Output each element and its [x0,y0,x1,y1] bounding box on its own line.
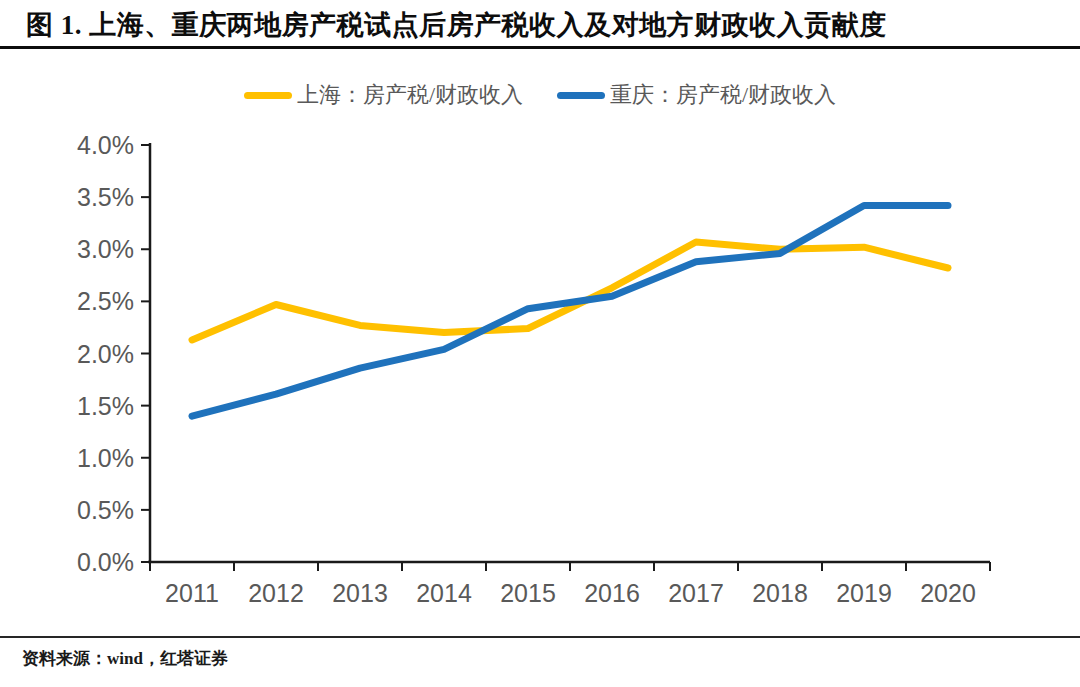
x-tick-label: 2020 [920,579,976,607]
x-tick-label: 2017 [668,579,724,607]
y-tick-label: 1.5% [77,392,134,420]
y-tick-label: 0.0% [77,548,134,576]
x-tick-label: 2014 [416,579,472,607]
source-note: 资料来源：wind，红塔证券 [22,647,1080,670]
y-tick-label: 4.0% [77,131,134,159]
x-tick-label: 2013 [332,579,388,607]
y-tick-label: 2.0% [77,340,134,368]
chart-svg: 0.0% 0.5% 1.0% 1.5% 2.0% 2.5% 3.0% 3.5% 4.0% 2011… [0,0,1080,687]
x-tick-label: 2012 [248,579,304,607]
y-tick-label: 1.0% [77,444,134,472]
x-tick-label: 2018 [752,579,808,607]
series-line-shanghai [192,242,948,340]
x-tick-label: 2015 [500,579,556,607]
y-tick-label: 0.5% [77,496,134,524]
source-bar: 资料来源：wind，红塔证券 [0,636,1080,687]
y-tick-label: 3.0% [77,235,134,263]
x-tick-label: 2019 [836,579,892,607]
x-tick-label: 2016 [584,579,640,607]
y-tick-label: 2.5% [77,287,134,315]
y-tick-label: 3.5% [77,183,134,211]
x-tick-label: 2011 [165,579,219,607]
